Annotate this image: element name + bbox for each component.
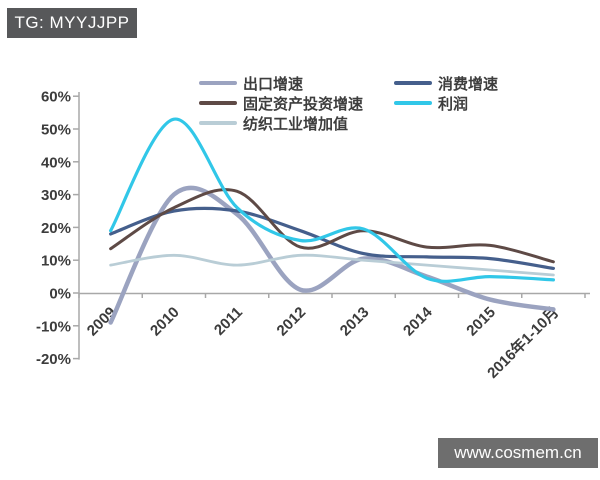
y-tick-label: -10% [36, 318, 71, 335]
y-tick-label: 30% [41, 187, 71, 204]
website-badge-text: www.cosmem.cn [454, 443, 582, 462]
y-tick-label: 0% [49, 286, 71, 303]
website-badge: www.cosmem.cn [438, 438, 598, 468]
series-line-consumption-growth [109, 206, 555, 270]
x-tick-label: 2010 [147, 304, 183, 340]
watermark-tag: TG: MYYJJPP [7, 8, 137, 38]
y-tick-label: 20% [41, 220, 71, 237]
x-tick-label: 2014 [400, 303, 436, 339]
series-line-fixed-asset-investment-growth [109, 188, 555, 264]
series-line-export-growth [108, 185, 556, 325]
watermark-tag-text: TG: MYYJJPP [14, 13, 130, 32]
series-line-textile-industry-added-value [109, 253, 555, 277]
y-tick-label: 40% [41, 154, 71, 171]
y-tick-label: 50% [41, 122, 71, 139]
y-tick-label: -20% [36, 351, 71, 368]
x-tick-label: 2011 [211, 304, 246, 339]
x-tick-label: 2015 [463, 304, 499, 340]
y-tick-label: 60% [41, 89, 71, 106]
x-tick-label: 2013 [337, 304, 373, 340]
y-tick-label: 10% [41, 253, 71, 270]
x-tick-label: 2012 [274, 304, 310, 340]
series-line-profit [109, 117, 555, 283]
